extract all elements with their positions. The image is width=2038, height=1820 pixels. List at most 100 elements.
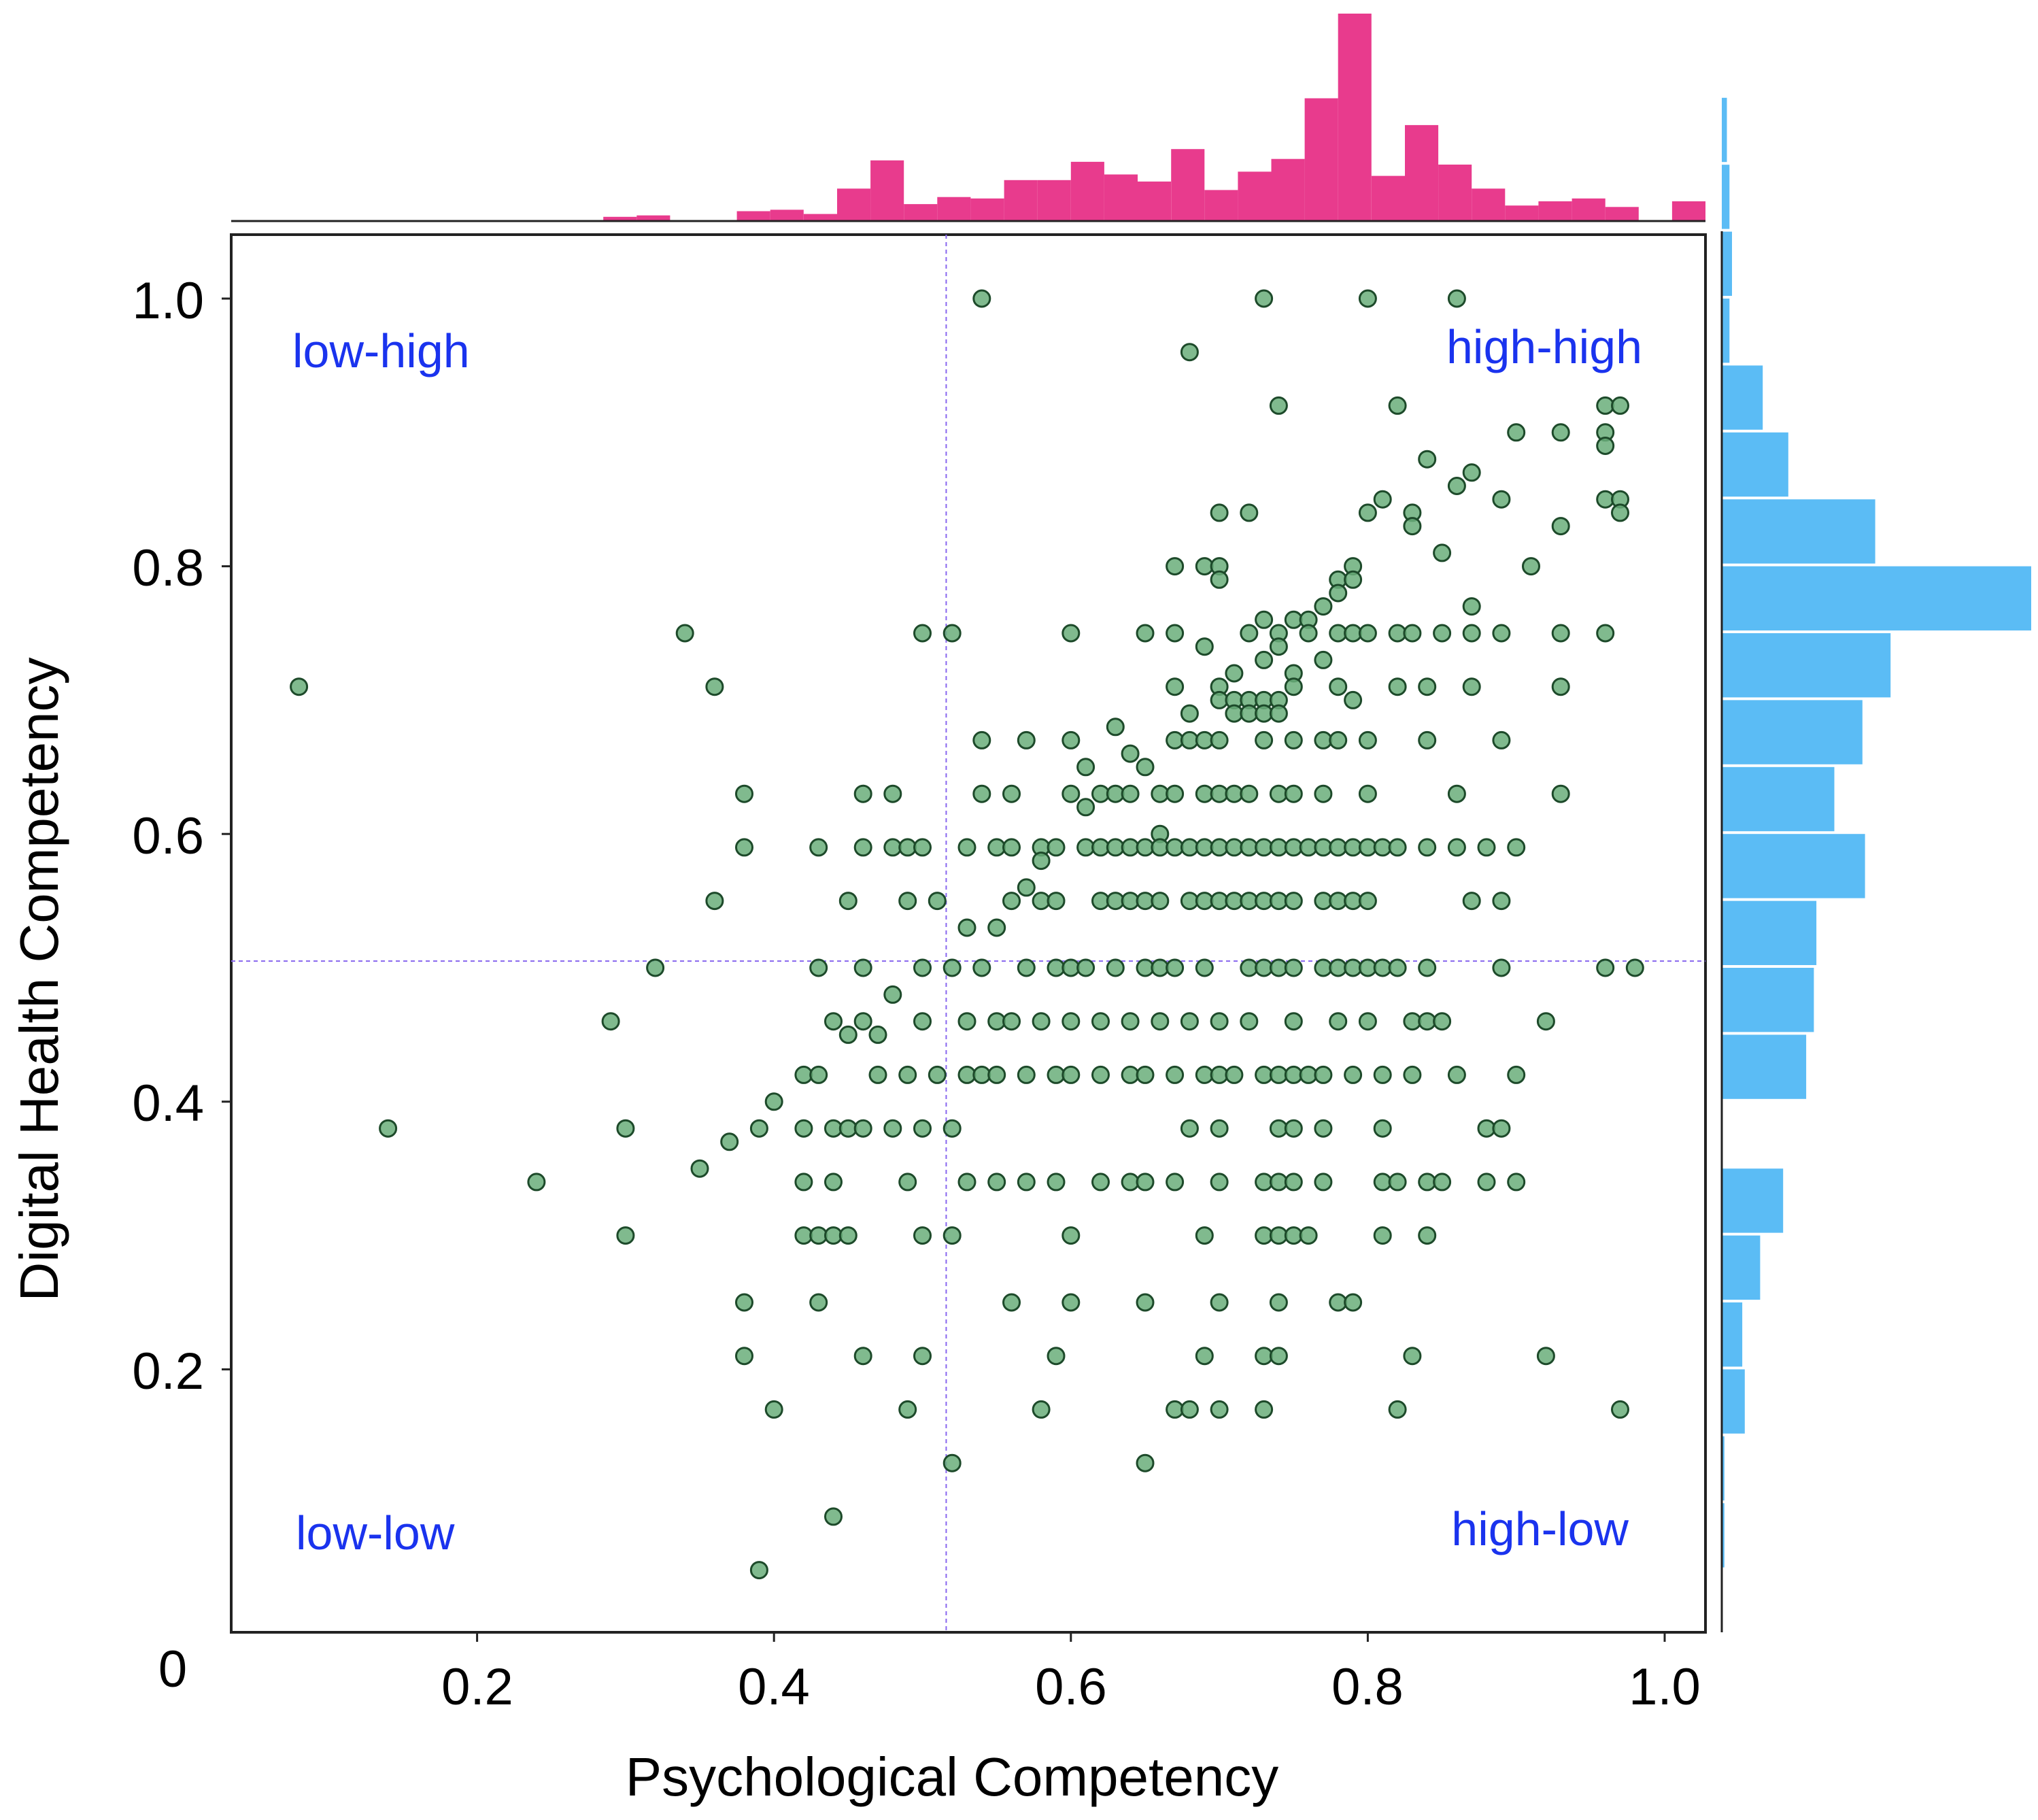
y-histogram-bar bbox=[1722, 1369, 1745, 1434]
scatter-point bbox=[1418, 838, 1437, 857]
scatter-point bbox=[1269, 1347, 1288, 1366]
quadrant-label-low-low: low-low bbox=[296, 1506, 455, 1560]
scatter-point bbox=[1358, 289, 1377, 308]
scatter-point bbox=[809, 838, 828, 857]
scatter-point bbox=[646, 958, 665, 977]
scatter-point bbox=[972, 730, 991, 749]
y-histogram-bar bbox=[1722, 834, 1865, 898]
scatter-point bbox=[1076, 798, 1096, 817]
scatter-point bbox=[1344, 570, 1363, 589]
scatter-point bbox=[1551, 423, 1570, 442]
scatter-point bbox=[1358, 730, 1377, 749]
scatter-point bbox=[913, 1119, 932, 1138]
scatter-point bbox=[1536, 1347, 1555, 1366]
scatter-point bbox=[1344, 1293, 1363, 1312]
y-histogram-bar bbox=[1722, 299, 1730, 363]
scatter-point bbox=[1329, 1012, 1348, 1031]
scatter-point bbox=[838, 892, 857, 911]
scatter-point bbox=[1195, 1226, 1214, 1245]
x-histogram-bar bbox=[1271, 158, 1305, 221]
scatter-point bbox=[898, 892, 917, 911]
x-histogram-bar bbox=[1438, 165, 1472, 221]
scatter-point bbox=[1418, 677, 1437, 696]
scatter-point bbox=[883, 784, 902, 803]
scatter-point bbox=[1358, 784, 1377, 803]
scatter-point bbox=[749, 1561, 768, 1580]
scatter-point bbox=[1062, 1293, 1081, 1312]
scatter-point bbox=[1403, 517, 1422, 536]
scatter-point bbox=[1269, 637, 1288, 656]
scatter-point bbox=[1166, 784, 1185, 803]
scatter-point bbox=[1284, 1012, 1303, 1031]
scatter-point bbox=[1032, 1400, 1051, 1419]
scatter-point bbox=[1492, 490, 1511, 509]
scatter-point bbox=[1507, 1173, 1526, 1192]
scatter-point bbox=[853, 1119, 872, 1138]
scatter-point bbox=[1269, 704, 1288, 723]
y-tick-label: 0.6 bbox=[132, 807, 204, 865]
scatter-point bbox=[1418, 1173, 1437, 1192]
y-histogram-bar bbox=[1722, 968, 1814, 1032]
scatter-point bbox=[1329, 730, 1348, 749]
scatter-point bbox=[1017, 878, 1036, 897]
scatter-point bbox=[987, 1065, 1006, 1084]
scatter-point bbox=[1551, 517, 1570, 536]
scatter-point bbox=[1447, 289, 1466, 308]
y-histogram-bar bbox=[1722, 97, 1727, 163]
y-histogram-bar bbox=[1722, 1302, 1743, 1367]
scatter-point bbox=[764, 1400, 783, 1419]
scatter-point bbox=[1462, 624, 1481, 643]
scatter-point bbox=[987, 1173, 1006, 1192]
scatter-points bbox=[290, 289, 1644, 1580]
scatter-point bbox=[853, 784, 872, 803]
scatter-point bbox=[1507, 423, 1526, 442]
scatter-point bbox=[898, 1065, 917, 1084]
x-marginal-histogram bbox=[603, 14, 1705, 221]
scatter-point bbox=[1388, 396, 1407, 415]
scatter-point bbox=[1166, 958, 1185, 977]
scatter-point bbox=[1314, 784, 1333, 803]
scatter-point bbox=[1106, 958, 1125, 977]
y-histogram-bar bbox=[1722, 633, 1891, 698]
scatter-point bbox=[1388, 1400, 1407, 1419]
x-histogram-bar bbox=[1138, 181, 1172, 221]
scatter-point bbox=[1076, 758, 1096, 777]
scatter-point bbox=[1492, 624, 1511, 643]
scatter-point bbox=[1240, 784, 1259, 803]
scatter-point bbox=[1477, 1173, 1496, 1192]
scatter-point bbox=[1225, 1065, 1244, 1084]
scatter-point bbox=[1002, 892, 1021, 911]
x-histogram-bar bbox=[1004, 180, 1038, 221]
scatter-point bbox=[1002, 784, 1021, 803]
y-histogram-bar bbox=[1722, 900, 1817, 965]
scatter-point bbox=[1611, 1400, 1629, 1419]
scatter-point bbox=[601, 1012, 620, 1031]
scatter-point bbox=[1062, 784, 1081, 803]
scatter-point bbox=[1180, 1119, 1199, 1138]
scatter-point bbox=[1536, 1012, 1555, 1031]
scatter-point bbox=[1329, 677, 1348, 696]
scatter-point bbox=[1418, 1012, 1437, 1031]
scatter-point bbox=[1062, 730, 1081, 749]
scatter-point bbox=[1002, 1293, 1021, 1312]
scatter-point bbox=[1284, 784, 1303, 803]
scatter-point bbox=[1447, 477, 1466, 495]
x-histogram-bar bbox=[1037, 180, 1071, 221]
scatter-point bbox=[1492, 958, 1511, 977]
scatter-point bbox=[1492, 892, 1511, 911]
y-histogram-bar bbox=[1722, 1503, 1725, 1568]
scatter-point bbox=[1255, 289, 1274, 308]
scatter-point bbox=[1047, 1347, 1066, 1366]
y-histogram-bar bbox=[1722, 1235, 1761, 1300]
scatter-point bbox=[1002, 1012, 1021, 1031]
scatter-point bbox=[1373, 1065, 1392, 1084]
x-histogram-bar bbox=[1371, 175, 1405, 221]
scatter-point bbox=[1314, 597, 1333, 616]
scatter-point bbox=[809, 1065, 828, 1084]
scatter-point bbox=[868, 1065, 887, 1084]
scatter-point bbox=[838, 1025, 857, 1044]
scatter-point bbox=[1121, 744, 1140, 763]
scatter-point bbox=[1166, 557, 1185, 576]
scatter-point bbox=[957, 1012, 976, 1031]
scatter-point bbox=[913, 1226, 932, 1245]
